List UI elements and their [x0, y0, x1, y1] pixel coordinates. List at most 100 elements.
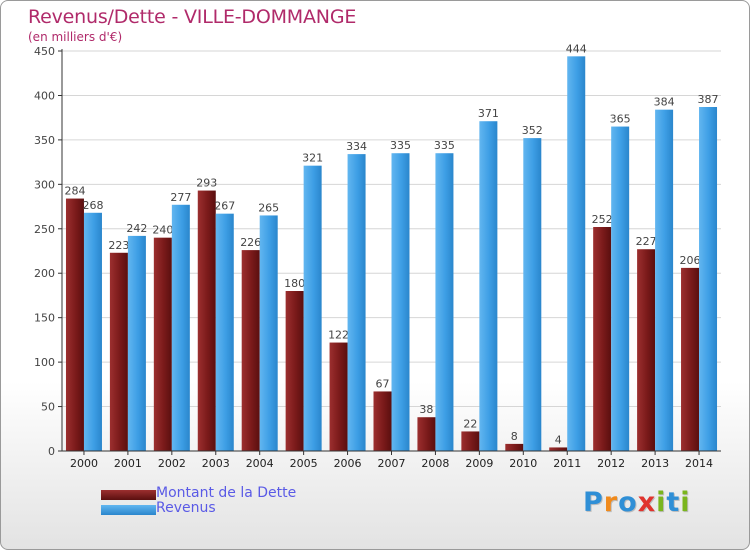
- bar-revenus: [171, 204, 190, 451]
- bar-revenus: [655, 109, 674, 452]
- bar-dette: [153, 237, 172, 451]
- bar-dette: [109, 252, 128, 451]
- data-label-revenus: 265: [258, 201, 279, 214]
- data-label-revenus: 242: [126, 222, 147, 235]
- bar-dette: [505, 443, 524, 451]
- data-label-dette: 293: [196, 177, 217, 190]
- logo-letter: i: [680, 487, 691, 518]
- bar-revenus: [523, 138, 542, 451]
- bar-dette: [461, 431, 480, 451]
- data-label-dette: 223: [108, 239, 129, 252]
- x-tick-label: 2006: [334, 457, 362, 470]
- x-tick-label: 2008: [421, 457, 449, 470]
- y-tick-label: 400: [34, 89, 55, 102]
- data-label-revenus: 444: [566, 42, 587, 55]
- bar-revenus: [567, 56, 586, 451]
- x-tick-label: 2013: [641, 457, 669, 470]
- y-tick-label: 250: [34, 223, 55, 236]
- bar-dette: [373, 391, 392, 451]
- y-tick-label: 200: [34, 267, 55, 280]
- logo-letter: i: [656, 487, 667, 518]
- x-tick-label: 2009: [465, 457, 493, 470]
- x-tick-label: 2002: [158, 457, 186, 470]
- data-label-revenus: 321: [302, 152, 323, 165]
- x-tick-label: 2012: [597, 457, 625, 470]
- bar-dette: [593, 227, 612, 451]
- y-tick-label: 350: [34, 134, 55, 147]
- proxiti-logo: Proxiti: [583, 487, 691, 518]
- bar-dette: [65, 198, 84, 451]
- bar-dette: [329, 342, 348, 451]
- data-label-revenus: 352: [522, 124, 543, 137]
- data-label-revenus: 335: [390, 139, 411, 152]
- data-label-revenus: 387: [698, 93, 719, 106]
- data-label-dette: 252: [592, 213, 613, 226]
- logo-letter: t: [666, 487, 681, 518]
- bar-dette: [549, 447, 568, 451]
- x-tick-label: 2004: [246, 457, 274, 470]
- bar-dette: [681, 267, 700, 451]
- data-label-revenus: 384: [654, 96, 675, 109]
- bar-revenus: [127, 235, 146, 451]
- y-tick-label: 0: [48, 445, 55, 458]
- bar-revenus: [391, 153, 410, 451]
- legend-swatch-revenus: [101, 505, 156, 515]
- x-tick-label: 2011: [553, 457, 581, 470]
- data-label-dette: 38: [419, 403, 433, 416]
- data-label-dette: 22: [463, 417, 477, 430]
- data-label-revenus: 277: [170, 191, 191, 204]
- legend-label-dette: Montant de la Dette: [156, 485, 297, 501]
- bar-dette: [417, 417, 436, 451]
- x-tick-label: 2014: [685, 457, 713, 470]
- bar-revenus: [303, 165, 322, 451]
- data-label-dette: 8: [511, 430, 518, 443]
- data-label-dette: 122: [328, 329, 349, 342]
- data-label-dette: 240: [152, 224, 173, 237]
- y-tick-label: 450: [34, 45, 55, 58]
- x-tick-label: 2007: [378, 457, 406, 470]
- data-label-revenus: 334: [346, 140, 367, 153]
- logo-letter: P: [583, 487, 604, 518]
- bar-dette: [637, 249, 656, 451]
- bar-revenus: [435, 153, 454, 451]
- data-label-revenus: 365: [610, 113, 631, 126]
- legend-swatch-dette: [101, 490, 156, 500]
- x-tick-label: 2000: [70, 457, 98, 470]
- data-label-revenus: 371: [478, 107, 499, 120]
- y-tick-label: 100: [34, 356, 55, 369]
- x-tick-label: 2010: [509, 457, 537, 470]
- bar-revenus: [83, 212, 102, 451]
- data-label-dette: 206: [680, 254, 701, 267]
- logo-letter: r: [603, 487, 619, 518]
- bar-revenus: [611, 126, 630, 452]
- x-tick-label: 2001: [114, 457, 142, 470]
- chart-subtitle: (en milliers d'€): [28, 30, 123, 44]
- bar-dette: [285, 291, 304, 451]
- bar-dette: [197, 190, 216, 452]
- bar-revenus: [215, 213, 234, 451]
- data-label-dette: 226: [240, 236, 261, 249]
- chart-title: Revenus/Dette - VILLE-DOMMANGE: [28, 6, 357, 28]
- bar-revenus: [479, 121, 498, 451]
- bar-revenus: [347, 154, 366, 451]
- y-tick-label: 50: [41, 401, 55, 414]
- bar-revenus: [699, 107, 718, 451]
- x-tick-label: 2003: [202, 457, 230, 470]
- logo-letter: o: [618, 487, 638, 518]
- data-label-dette: 180: [284, 277, 305, 290]
- x-tick-label: 2005: [290, 457, 318, 470]
- data-label-revenus: 268: [82, 199, 103, 212]
- data-label-dette: 284: [64, 185, 85, 198]
- y-tick-label: 300: [34, 178, 55, 191]
- data-label-dette: 227: [636, 235, 657, 248]
- data-label-dette: 4: [555, 433, 562, 446]
- bar-dette: [241, 250, 260, 451]
- legend-label-revenus: Revenus: [156, 500, 216, 516]
- logo-letter: x: [637, 487, 657, 518]
- data-label-revenus: 335: [434, 139, 455, 152]
- data-label-revenus: 267: [214, 200, 235, 213]
- y-tick-label: 150: [34, 312, 55, 325]
- bar-revenus: [259, 215, 278, 451]
